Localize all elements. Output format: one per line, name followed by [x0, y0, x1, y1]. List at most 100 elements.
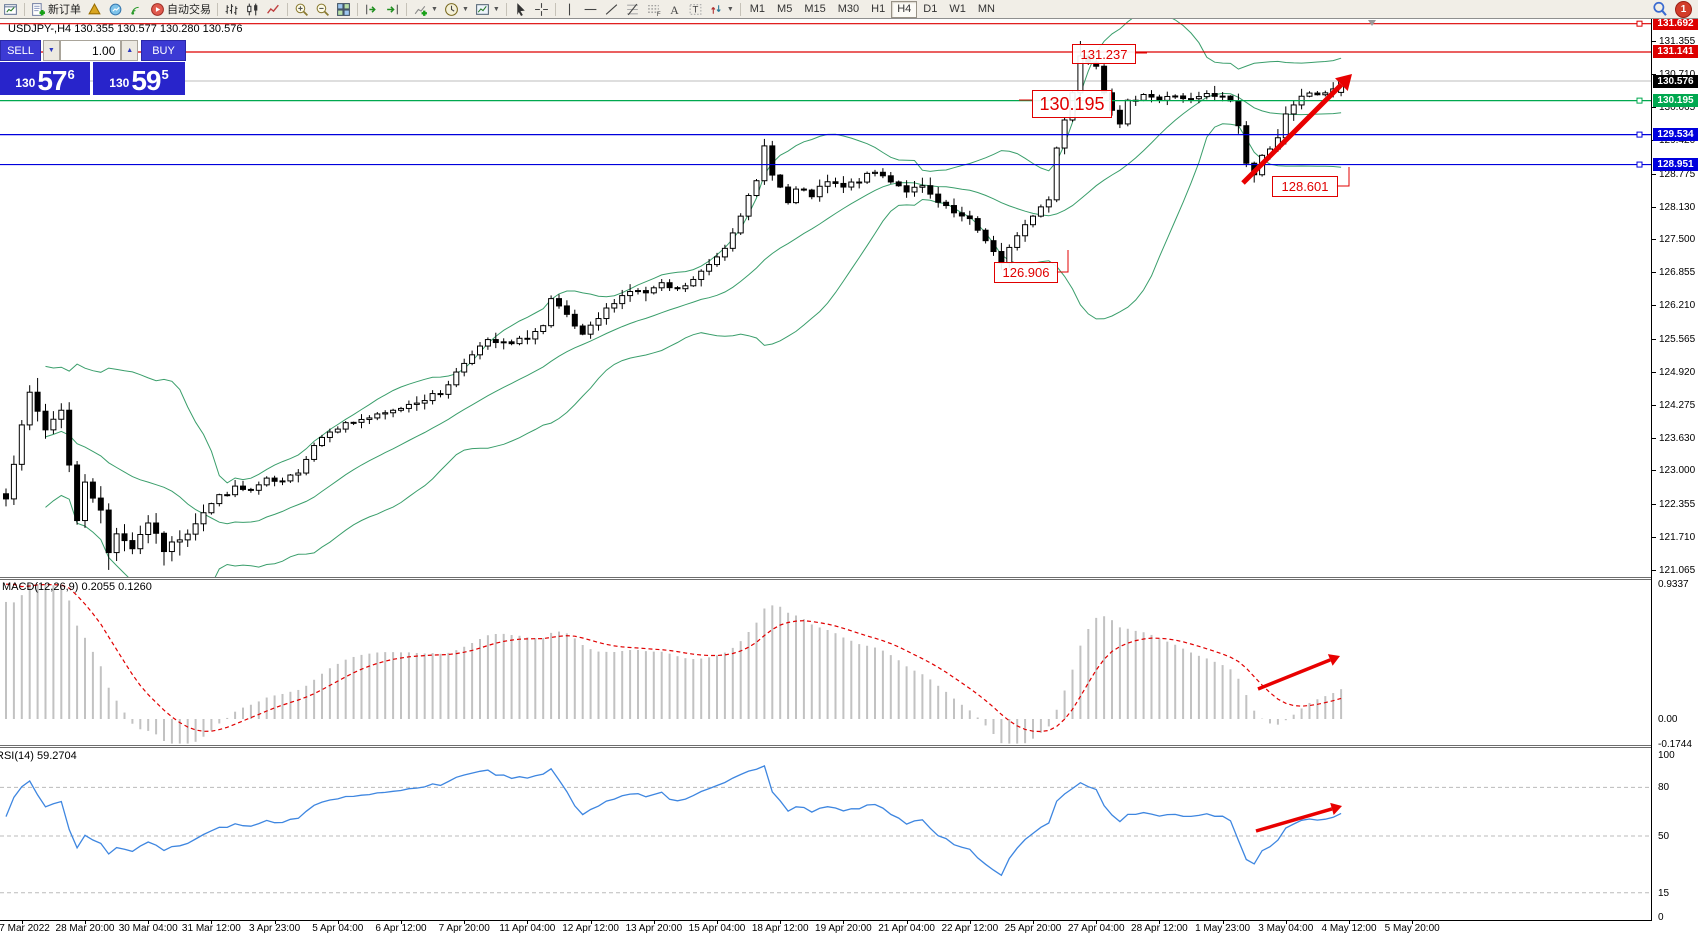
line-handle[interactable] [1636, 161, 1643, 168]
dropdown-arrow-icon: ▼ [726, 5, 734, 13]
text-label-icon: T [689, 3, 702, 15]
notification-badge[interactable]: 1 [1675, 0, 1692, 18]
fibonacci-button[interactable] [623, 1, 642, 17]
styler-button[interactable] [85, 1, 104, 17]
rsi-scale-80: 80 [1658, 782, 1670, 794]
svg-text:T: T [692, 4, 698, 15]
time-axis-border [0, 920, 1698, 921]
rsi-label: RSI(14) 59.2704 [0, 750, 77, 762]
time-tick-mark [843, 921, 845, 924]
signals-button[interactable] [127, 1, 146, 17]
bar-chart-button[interactable] [222, 1, 241, 17]
timeframe-M1[interactable]: M1 [749, 2, 766, 15]
timeframe-W1[interactable]: W1 [949, 2, 966, 15]
indicators-button[interactable]: ▼ [411, 1, 440, 17]
line-handle[interactable] [1636, 131, 1643, 138]
timeframe-H1[interactable]: H1 [871, 2, 886, 15]
templates-button[interactable]: ▼ [473, 1, 502, 17]
volume-increase-button[interactable]: ▲ [121, 40, 139, 61]
line-handle[interactable] [1636, 97, 1643, 104]
panel-divider[interactable] [0, 577, 1651, 578]
panel-divider [0, 579, 1651, 580]
new-order-button[interactable]: 新订单 [29, 1, 83, 17]
dropdown-arrow-icon: ▼ [431, 5, 438, 13]
time-label: 18 Apr 12:00 [751, 923, 809, 934]
zoom-out-button[interactable] [313, 1, 332, 17]
chart-window-button[interactable] [1, 1, 20, 17]
time-label: 3 Apr 23:00 [249, 923, 301, 934]
timeframe-H4[interactable]: H4 [891, 0, 918, 18]
time-label: 12 Apr 12:00 [562, 923, 619, 934]
toolbar-separator [287, 2, 288, 16]
text-label-button[interactable]: T [686, 1, 705, 17]
time-label: 15 Apr 04:00 [688, 923, 746, 934]
time-label: 6 Apr 12:00 [375, 923, 427, 934]
shapes-button[interactable]: ▼ [707, 1, 736, 17]
price-badge-128.951: 128.951 [1653, 158, 1698, 172]
price-badge-130.195: 130.195 [1653, 94, 1698, 108]
time-tick-mark [337, 921, 339, 924]
price-callout-131.237[interactable]: 131.237 [1072, 44, 1136, 64]
timeframe-M5[interactable]: M5 [777, 2, 793, 15]
volume-input[interactable]: 1.00 [59, 40, 122, 61]
timeframe-M30[interactable]: M30 [837, 2, 860, 15]
price-callout-128.601[interactable]: 128.601 [1272, 176, 1338, 197]
vertical-line-button[interactable] [560, 1, 579, 17]
timeframe-D1[interactable]: D1 [923, 2, 938, 15]
trend-arrow[interactable] [1257, 654, 1340, 691]
sell-button[interactable]: SELL [0, 40, 42, 61]
toolbar-separator [24, 2, 25, 16]
panel-divider[interactable] [0, 745, 1651, 746]
trend-arrow[interactable] [1255, 802, 1342, 833]
price-badge-131.692: 131.692 [1653, 17, 1698, 31]
horizontal-line-button[interactable] [581, 1, 600, 17]
price-badge-130.576: 130.576 [1653, 74, 1698, 88]
crosshair-button[interactable] [532, 1, 551, 17]
grid-icon: F [647, 4, 661, 17]
price-axis[interactable]: 0.9337 0.00 -0.1744 131.355130.710130.06… [1651, 17, 1698, 923]
line-handle[interactable] [1636, 20, 1643, 27]
callout-connector [1336, 167, 1350, 187]
tile-windows-button[interactable] [334, 1, 353, 17]
sell-price-sup: 6 [67, 67, 75, 82]
grid-button[interactable]: F [644, 1, 663, 17]
toolbar-separator [739, 2, 741, 16]
sell-price[interactable]: 130 57 6 [0, 62, 90, 95]
volume-decrease-button[interactable]: ▼ [43, 40, 60, 61]
time-label: 19 Apr 20:00 [815, 923, 872, 934]
buy-price[interactable]: 130 59 5 [93, 62, 185, 95]
auto-scroll-button[interactable] [362, 1, 381, 17]
timeframe-MN[interactable]: MN [977, 2, 995, 15]
price-chart[interactable] [0, 18, 1651, 577]
timeframe-M15[interactable]: M15 [804, 2, 826, 15]
chart-window-icon [4, 3, 17, 15]
market-watch-button[interactable] [106, 1, 125, 17]
line-chart-button[interactable] [264, 1, 283, 17]
buy-button[interactable]: BUY [141, 40, 186, 61]
trendline-button[interactable] [602, 1, 621, 17]
periods-button[interactable]: ▼ [442, 1, 471, 17]
macd-signal-line [5, 583, 1342, 733]
price-callout-126.906[interactable]: 126.906 [994, 262, 1058, 283]
chart-shift-button[interactable] [383, 1, 402, 17]
macd-indicator-panel[interactable] [0, 580, 1651, 745]
price-badge-131.141: 131.141 [1653, 45, 1698, 59]
chart-shift-marker[interactable] [1368, 20, 1376, 26]
price-tick-label: 123.000 [1659, 465, 1696, 477]
text-button[interactable]: A [665, 1, 684, 17]
trend-arrow[interactable] [1241, 74, 1352, 185]
bollinger-bands [45, 18, 1342, 577]
zoom-in-button[interactable] [292, 1, 311, 17]
cursor-button[interactable] [511, 1, 530, 17]
price-tick-mark [1652, 272, 1656, 274]
search-button[interactable] [1650, 1, 1670, 17]
horizontal-line-icon [584, 8, 597, 10]
price-callout-130.195[interactable]: 130.195 [1032, 90, 1112, 118]
rsi-indicator-panel[interactable] [0, 748, 1651, 920]
candlestick-chart-button[interactable] [243, 1, 262, 17]
autotrade-button[interactable]: 自动交易 [148, 1, 213, 17]
toolbar-separator [406, 2, 407, 16]
rsi-line [5, 765, 1342, 877]
time-tick-mark [1159, 921, 1161, 924]
